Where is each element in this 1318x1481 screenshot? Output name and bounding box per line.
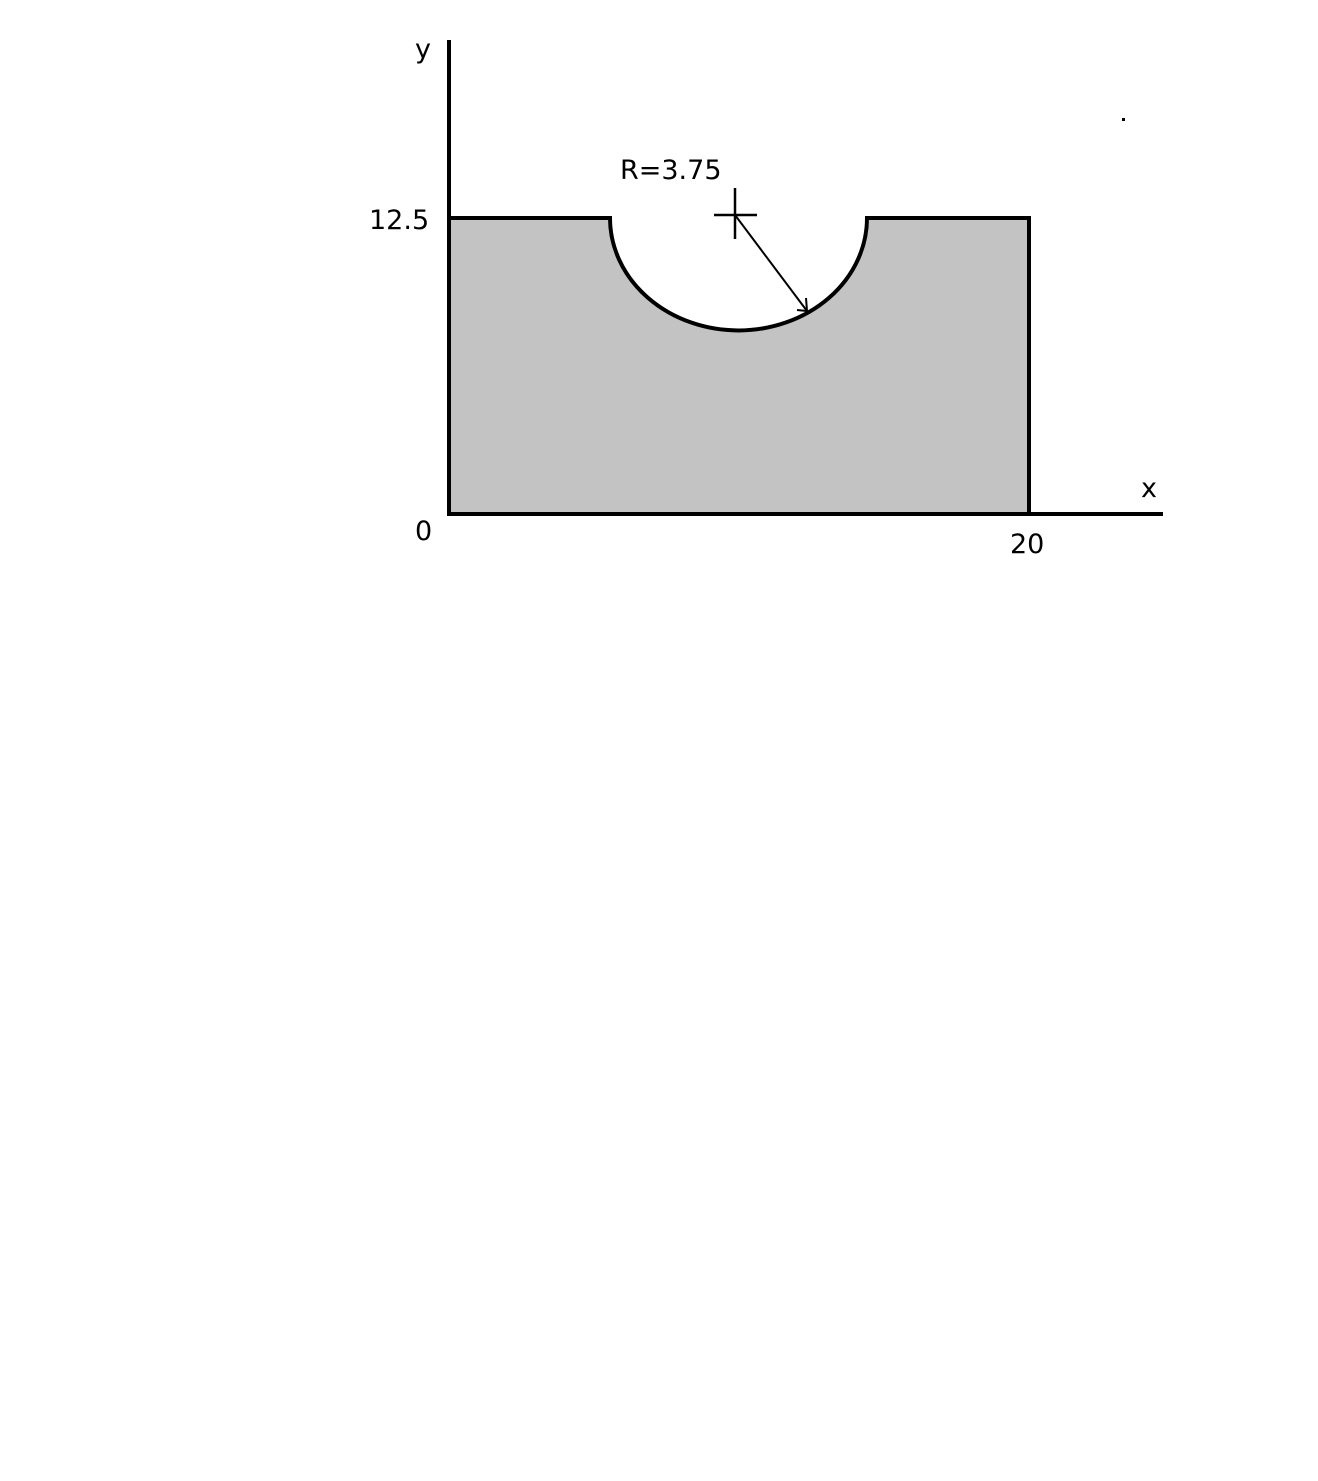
y-axis-label: y [415, 34, 431, 65]
stray-dot [1122, 118, 1125, 121]
radius-label: R=3.75 [620, 155, 722, 186]
radius-arrow [734, 214, 809, 313]
x-axis-label: x [1141, 473, 1157, 504]
origin-label: 0 [415, 516, 432, 547]
y-tick-max: 12.5 [369, 205, 429, 236]
x-tick-max: 20 [1010, 529, 1044, 560]
center-mark-icon [714, 188, 757, 239]
shaded-region [447, 216, 1031, 516]
